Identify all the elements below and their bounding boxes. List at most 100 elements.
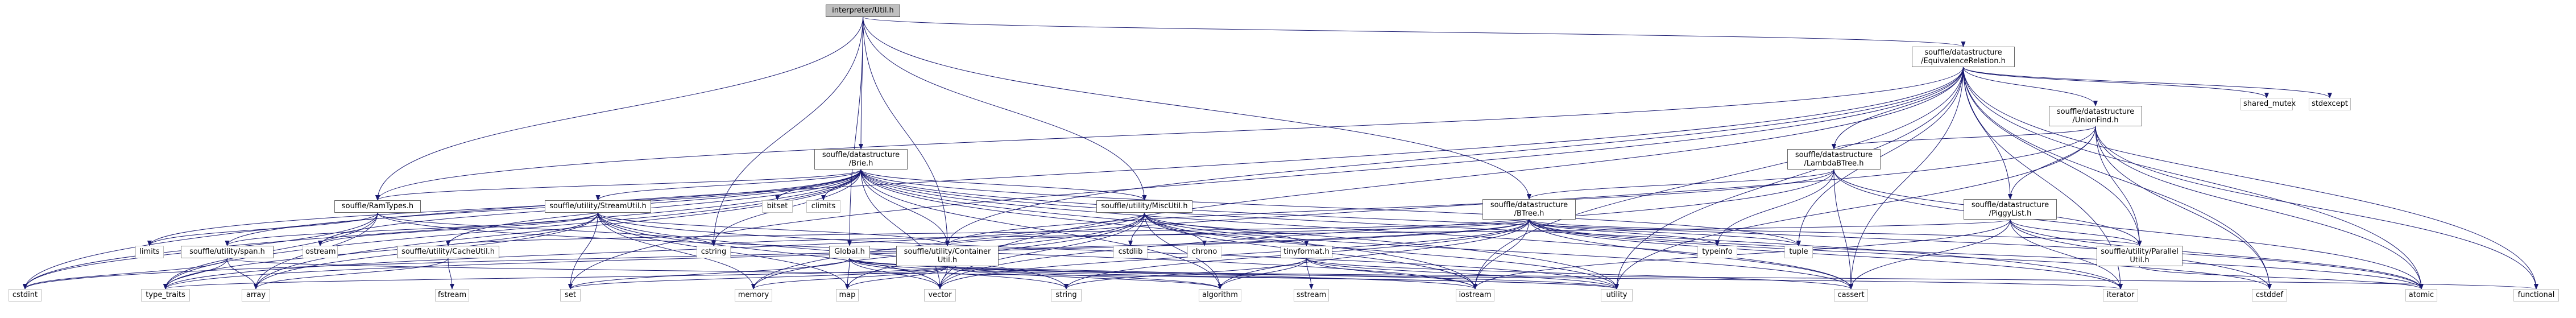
edge-streamutil-utility bbox=[598, 212, 1619, 290]
node-label: string bbox=[1055, 291, 1077, 299]
node-utility: utility bbox=[1601, 289, 1633, 302]
edge-unionfind-utility bbox=[1614, 126, 2096, 290]
node-piggylist[interactable]: souffle/datastructure/PiggyList.h bbox=[1964, 199, 2057, 220]
node-label: souffle/datastructure bbox=[2056, 108, 2135, 116]
edge-streamutil-set bbox=[568, 212, 598, 290]
node-unionfind[interactable]: souffle/datastructure/UnionFind.h bbox=[2049, 106, 2142, 126]
edge-containerutil-map bbox=[845, 266, 948, 290]
node-label: bitset bbox=[767, 202, 788, 210]
node-ramtypes[interactable]: souffle/RamTypes.h bbox=[334, 200, 421, 213]
node-globalh[interactable]: Global.h bbox=[829, 246, 870, 258]
edge-unionfind-atomic bbox=[2095, 126, 2424, 290]
node-span[interactable]: souffle/utility/span.h bbox=[181, 246, 274, 258]
edge-streamutil-memory bbox=[598, 212, 756, 290]
node-label: Util.h bbox=[2130, 256, 2150, 265]
node-sstream: sstream bbox=[1294, 289, 1329, 302]
node-stdexcept: stdexcept bbox=[2309, 98, 2351, 110]
edge-brie-array bbox=[254, 169, 862, 290]
node-label: limits bbox=[139, 247, 160, 256]
node-functional: functional bbox=[2513, 289, 2559, 302]
node-vector: vector bbox=[924, 289, 956, 302]
node-label: /UnionFind.h bbox=[2072, 116, 2119, 125]
edge-eqrel-cstddef bbox=[1963, 67, 2272, 290]
edge-eqrel-tuple bbox=[1796, 67, 1964, 246]
edge-globalh-map bbox=[845, 258, 850, 290]
node-label: cstdint bbox=[12, 291, 38, 299]
node-label: functional bbox=[2517, 291, 2555, 299]
node-tinyformat[interactable]: tinyformat.h bbox=[1281, 246, 1332, 258]
edge-btree-vector bbox=[938, 219, 1530, 290]
node-streamutil[interactable]: souffle/utility/StreamUtil.h bbox=[545, 200, 651, 213]
node-containerutil[interactable]: souffle/utility/Container Util.h bbox=[896, 246, 999, 266]
edge-streamutil-containerutil bbox=[598, 212, 950, 246]
edge-btree-containerutil bbox=[945, 219, 1530, 246]
edge-miscutil-utility bbox=[1144, 212, 1619, 290]
node-label: /BTree.h bbox=[1514, 209, 1544, 218]
node-map: map bbox=[836, 289, 859, 302]
node-miscutil[interactable]: souffle/utility/MiscUtil.h bbox=[1096, 200, 1192, 213]
edge-miscutil-tinyformat bbox=[1144, 212, 1309, 246]
edge-btree-atomic bbox=[1529, 219, 2424, 290]
node-label: /EquivalenceRelation.h bbox=[1921, 57, 2006, 65]
edge-tinyformat-utility bbox=[1306, 258, 1619, 290]
node-label: ostream bbox=[305, 247, 336, 256]
edge-streamutil-span bbox=[225, 212, 598, 246]
node-label: souffle/utility/Container bbox=[904, 247, 991, 256]
node-label: souffle/RamTypes.h bbox=[341, 202, 414, 210]
node-lambdabtree[interactable]: souffle/datastructure/LambdaBTree.h bbox=[1787, 149, 1881, 170]
edge-btree-cstddef bbox=[1529, 219, 2272, 290]
node-eqrel[interactable]: souffle/datastructure/EquivalenceRelatio… bbox=[1912, 47, 2015, 67]
node-cstring: cstring bbox=[697, 246, 731, 258]
node-label: interpreter/Util.h bbox=[832, 6, 894, 15]
edge-containerutil-memory bbox=[751, 266, 948, 290]
edge-root-miscutil bbox=[863, 16, 1147, 201]
edge-brie-containerutil bbox=[860, 169, 950, 246]
edge-brie-streamutil bbox=[595, 169, 862, 201]
edge-ramtypes-cstring bbox=[377, 212, 716, 246]
edge-span-array bbox=[227, 258, 258, 290]
node-label: array bbox=[246, 291, 266, 299]
node-label: souffle/utility/CacheUtil.h bbox=[401, 247, 495, 256]
edge-unionfind-piggylist bbox=[2008, 126, 2096, 200]
node-btree[interactable]: souffle/datastructure/BTree.h bbox=[1482, 199, 1576, 220]
node-ostream: ostream bbox=[303, 246, 338, 258]
node-label: souffle/utility/Parallel bbox=[2101, 247, 2179, 256]
edge-eqrel-containerutil bbox=[945, 67, 1964, 246]
node-array: array bbox=[242, 289, 270, 302]
edge-miscutil-cstdlib bbox=[1128, 212, 1145, 246]
node-cassert: cassert bbox=[1834, 289, 1868, 302]
node-label: /LambdaBTree.h bbox=[1804, 159, 1864, 168]
edge-btree-iostream bbox=[1473, 219, 1530, 290]
edge-btree-algorithm bbox=[1217, 219, 1530, 290]
edge-tinyformat-iostream bbox=[1306, 258, 1477, 290]
node-label: shared_mutex bbox=[2243, 100, 2296, 108]
edge-root-eqrel bbox=[863, 16, 1965, 47]
node-climits: climits bbox=[806, 200, 840, 213]
node-root[interactable]: interpreter/Util.h bbox=[826, 5, 900, 17]
edge-globalh-utility bbox=[849, 258, 1619, 290]
node-algorithm: algorithm bbox=[1199, 289, 1241, 302]
node-label: stdexcept bbox=[2312, 100, 2348, 108]
node-iostream: iostream bbox=[1456, 289, 1494, 302]
edge-eqrel-shared_mutex bbox=[1963, 67, 2269, 98]
node-parallelutil[interactable]: souffle/utility/Parallel Util.h bbox=[2097, 246, 2182, 266]
edge-globalh-algorithm bbox=[849, 258, 1223, 290]
edge-miscutil-cassert bbox=[1144, 212, 1853, 290]
node-fstream: fstream bbox=[435, 289, 469, 302]
edge-containerutil-set bbox=[568, 266, 948, 290]
node-cacheutil[interactable]: souffle/utility/CacheUtil.h bbox=[397, 246, 499, 258]
node-brie[interactable]: souffle/datastructure/Brie.h bbox=[814, 149, 908, 170]
node-label: iterator bbox=[2106, 291, 2135, 299]
node-label: algorithm bbox=[1202, 291, 1238, 299]
edge-piggylist-iterator bbox=[2010, 219, 2123, 290]
edge-root-globalh bbox=[847, 16, 863, 246]
edge-brie-cassert bbox=[860, 169, 1853, 290]
node-limits: limits bbox=[135, 246, 164, 258]
edge-eqrel-parallelutil bbox=[1963, 67, 2142, 246]
node-typeinfo: typeinfo bbox=[1697, 246, 1737, 258]
edge-eqrel-cassert bbox=[1849, 67, 1964, 290]
edge-lambdabtree-containerutil bbox=[945, 169, 1834, 246]
edge-parallelutil-atomic bbox=[2139, 266, 2424, 290]
node-label: /PiggyList.h bbox=[1989, 209, 2032, 218]
